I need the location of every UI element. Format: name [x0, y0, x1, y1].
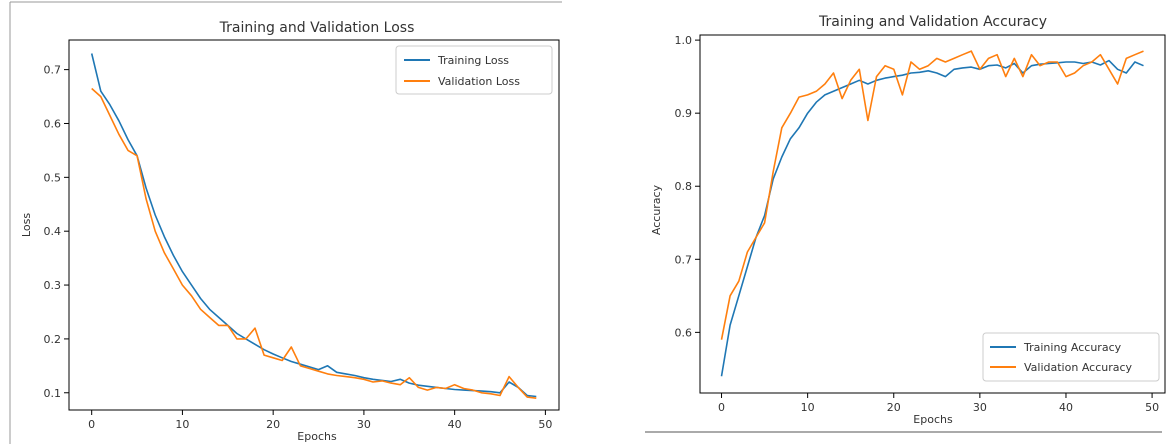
series-line-training-loss	[90, 53, 537, 398]
x-axis-label: Epochs	[913, 413, 953, 426]
legend-label-validation-loss: Validation Loss	[438, 75, 520, 88]
plot-frame	[699, 34, 1166, 394]
legend-label-training-loss: Training Loss	[437, 54, 509, 67]
series-line-training-accuracy	[720, 59, 1144, 377]
y-tick-label: 0.5	[44, 171, 62, 184]
x-tick-label: 30	[357, 418, 371, 431]
y-tick-label: 0.6	[675, 326, 693, 339]
x-tick-label: 10	[801, 401, 815, 414]
y-tick-label: 0.7	[675, 253, 693, 266]
x-tick-label: 10	[175, 418, 189, 431]
y-tick-label: 0.9	[675, 107, 693, 120]
legend-box	[395, 45, 553, 95]
x-tick-label: 0	[88, 418, 95, 431]
loss-chart: Training and Validation Loss Epochs Loss…	[20, 20, 560, 443]
x-tick-label: 50	[538, 418, 552, 431]
y-tick-label: 0.1	[44, 387, 62, 400]
y-tick-label: 0.3	[44, 279, 62, 292]
chart-title: Training and Validation Accuracy	[818, 14, 1047, 30]
x-tick-label: 0	[718, 401, 725, 414]
y-tick-label: 0.4	[44, 225, 62, 238]
x-tick-label: 50	[1145, 401, 1159, 414]
series-line-validation-accuracy	[720, 50, 1144, 340]
y-axis-label: Accuracy	[650, 184, 663, 235]
y-tick-label: 0.8	[675, 180, 693, 193]
y-axis-label: Loss	[20, 213, 33, 237]
chart-title: Training and Validation Loss	[219, 20, 415, 36]
legend: Training Loss Validation Loss	[395, 45, 553, 95]
legend: Training Accuracy Validation Accuracy	[982, 332, 1160, 382]
y-ticks: 0.1 0.2 0.3 0.4 0.5 0.6 0.7	[44, 64, 69, 400]
y-tick-label: 0.6	[44, 117, 62, 130]
x-axis-label: Epochs	[297, 430, 337, 443]
y-tick-label: 0.7	[44, 64, 62, 77]
x-tick-label: 30	[973, 401, 987, 414]
y-tick-label: 1.0	[675, 34, 693, 47]
plot-frame	[68, 39, 560, 411]
y-tick-label: 0.2	[44, 333, 62, 346]
x-tick-label: 20	[266, 418, 280, 431]
x-tick-label: 40	[1059, 401, 1073, 414]
series-line-validation-loss	[91, 87, 537, 399]
plot-lines	[90, 53, 537, 399]
x-ticks: 0 10 20 30 40 50	[88, 410, 552, 431]
x-tick-label: 20	[887, 401, 901, 414]
accuracy-chart: Training and Validation Accuracy Epochs …	[650, 14, 1166, 426]
legend-label-validation-accuracy: Validation Accuracy	[1024, 361, 1133, 374]
legend-box	[982, 332, 1160, 382]
x-tick-label: 40	[448, 418, 462, 431]
y-ticks: 0.6 0.7 0.8 0.9 1.0	[675, 34, 700, 339]
legend-label-training-accuracy: Training Accuracy	[1023, 341, 1122, 354]
plot-lines	[720, 50, 1144, 377]
x-ticks: 0 10 20 30 40 50	[718, 393, 1159, 414]
